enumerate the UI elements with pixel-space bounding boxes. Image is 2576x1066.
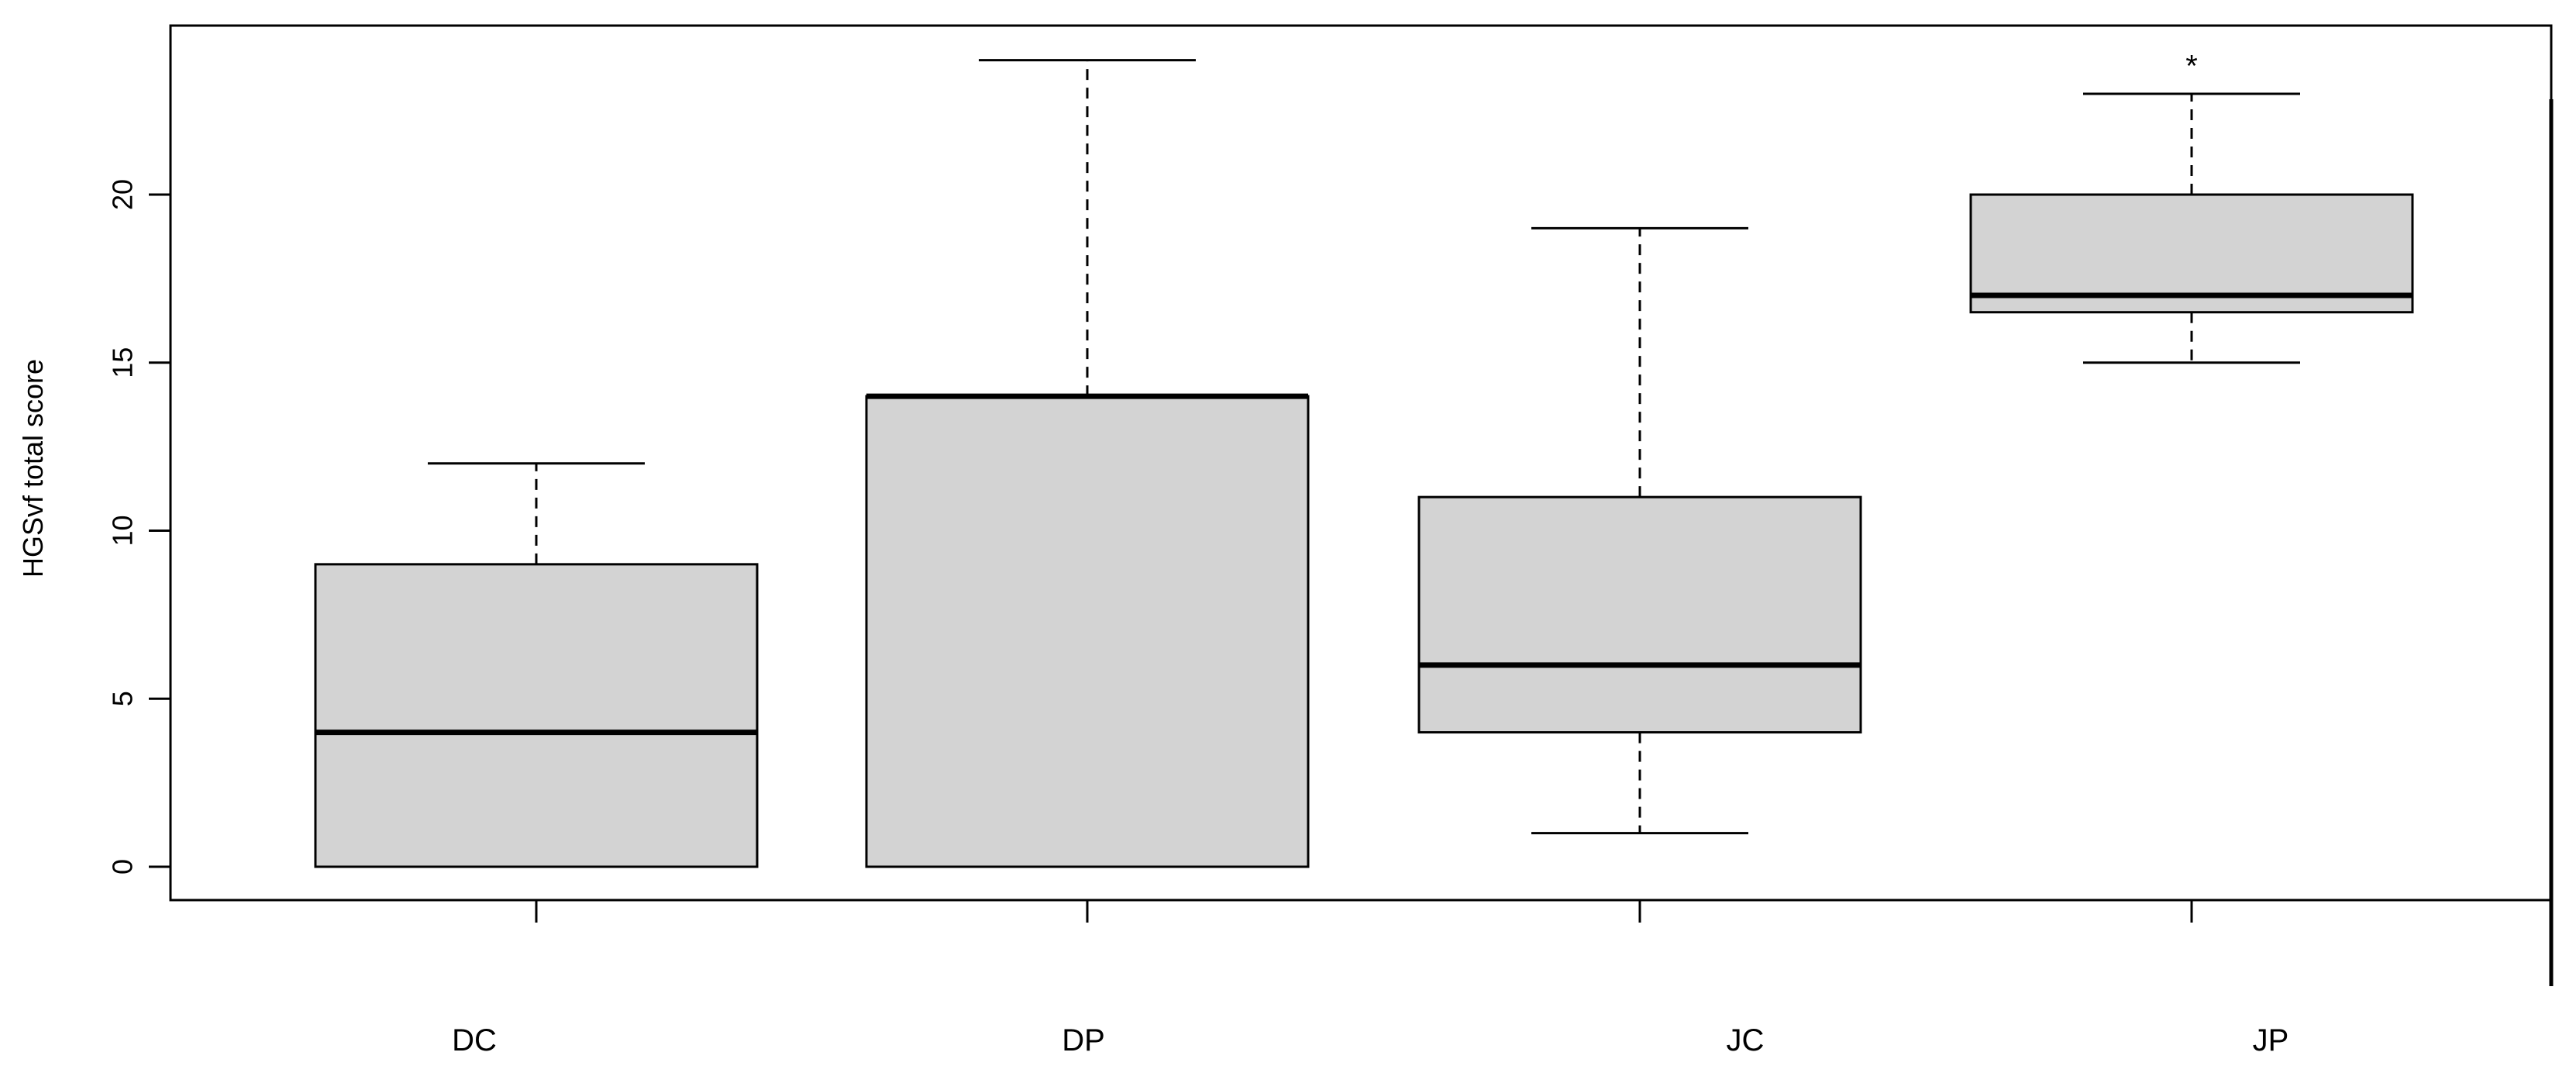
y-tick-label-10: 10 <box>107 515 139 546</box>
box-rect-JC <box>1417 495 1862 734</box>
box-rect-DC <box>314 563 759 868</box>
y-tick-label-20: 20 <box>107 179 139 210</box>
box-DC <box>314 462 759 868</box>
y-tick-label-5: 5 <box>107 691 139 706</box>
x-tick-label-JP: JP <box>2253 1023 2289 1057</box>
box-JP <box>1969 92 2414 364</box>
box-rect-JP <box>1969 193 2414 314</box>
x-tick-label-JC: JC <box>1727 1023 1765 1057</box>
y-tick-label-0: 0 <box>107 859 139 875</box>
annotation-JP: * <box>2185 49 2198 83</box>
y-axis-title: HGSvf total score <box>17 359 49 578</box>
y-axis: 0 5 10 15 20 <box>107 179 172 875</box>
box-JC <box>1417 226 1862 835</box>
box-DP <box>865 59 1310 868</box>
boxes-group: * <box>314 49 2414 868</box>
box-rect-DP <box>865 395 1310 868</box>
y-tick-label-15: 15 <box>107 347 139 378</box>
x-tick-label-DC: DC <box>452 1023 497 1057</box>
x-axis: DC DP JC JP <box>452 900 2288 1057</box>
x-tick-label-DP: DP <box>1062 1023 1105 1057</box>
